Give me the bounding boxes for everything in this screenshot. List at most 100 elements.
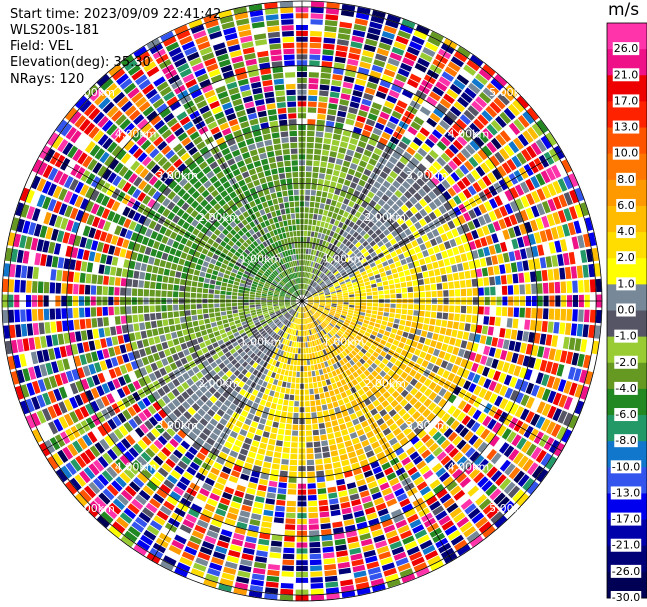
radar-gate [404,228,412,236]
radar-gate [283,312,289,316]
radar-gate [531,345,539,357]
radar-gate [254,496,265,503]
radar-gate [155,343,163,352]
radar-gate [447,320,454,329]
radar-gate [462,223,470,233]
radar-gate [267,569,280,577]
radar-gate [552,211,561,225]
radar-gate [42,349,50,362]
radar-gate [365,118,376,127]
radar-gate [259,386,266,393]
radar-gate [336,116,346,124]
radar-gate [568,337,576,351]
radar-gate [199,447,209,456]
radar-gate [26,280,32,293]
radar-gate [32,266,39,279]
radar-gate [325,295,331,298]
radar-gate [418,316,424,323]
radar-gate [336,412,343,419]
radar-gate [525,207,535,220]
radar-gate [442,282,449,290]
radar-gate [422,249,429,258]
radar-gate [337,177,345,184]
radar-gate [459,164,470,175]
radar-gate [344,70,356,78]
radar-gate [315,285,320,290]
radar-gate [269,475,279,482]
radar-gate [317,417,324,423]
radar-gate [406,431,416,441]
radar-gate [307,294,312,298]
radar-gate [236,484,246,493]
radar-gate [226,330,233,336]
radar-gate [356,521,368,530]
radar-gate [470,169,481,181]
radar-gate [304,284,306,290]
radar-gate [302,319,304,325]
radar-gate [62,446,74,460]
radar-gate [448,127,459,138]
radar-gate [42,408,52,422]
radar-gate [406,242,413,250]
radar-gate [517,455,529,469]
radar-gate [242,547,255,555]
radar-gate [119,454,131,466]
radar-gate [331,337,336,343]
radar-gate [383,229,391,236]
radar-gate [270,314,276,318]
radar-gate [338,267,344,272]
radar-gate [331,306,337,309]
radar-gate [541,215,550,228]
radar-gate [353,151,362,160]
radar-gate [305,407,311,413]
radar-gate [62,358,71,370]
radar-gate [36,350,44,363]
radar-gate [266,363,272,370]
radar-gate [370,133,380,141]
radar-gate [441,520,455,531]
radar-gate [297,354,301,360]
radar-gate [444,443,455,454]
radar-gate [482,128,494,140]
radar-gate [396,217,404,226]
radar-gate [40,336,47,348]
radar-gate [483,316,490,325]
radar-gate [80,392,89,404]
radar-gate [231,295,238,299]
radar-gate [215,285,221,290]
radar-gate [394,189,403,198]
radar-gate [312,219,317,226]
radar-gate [314,301,320,303]
radar-gate [324,241,330,248]
radar-gate [412,524,425,534]
radar-gate [184,304,191,310]
radar-gate [340,283,346,287]
radar-gate [511,352,519,364]
radar-gate [307,272,311,278]
radar-gate [253,434,262,442]
radar-gate [326,366,331,373]
radar-gate [318,173,325,179]
radar-gate [469,352,477,361]
radar-gate [263,509,274,517]
radar-gate [305,424,312,430]
radar-gate [167,340,174,348]
radar-gate [329,286,335,290]
radar-gate [246,530,258,538]
radar-gate [169,438,179,448]
radar-gate [399,398,408,407]
radar-gate [361,201,368,209]
radar-gate [360,271,367,276]
radar-gate [360,326,367,331]
radar-gate [247,413,255,420]
radar-gate [382,316,389,322]
radar-gate [143,305,150,313]
radar-gate [351,35,364,43]
radar-gate [256,550,268,558]
radar-gate [331,303,337,306]
radar-gate [542,282,549,294]
radar-gate [306,272,309,278]
radar-gate [39,364,48,377]
radar-gate [313,382,318,388]
radar-gate [391,46,405,56]
